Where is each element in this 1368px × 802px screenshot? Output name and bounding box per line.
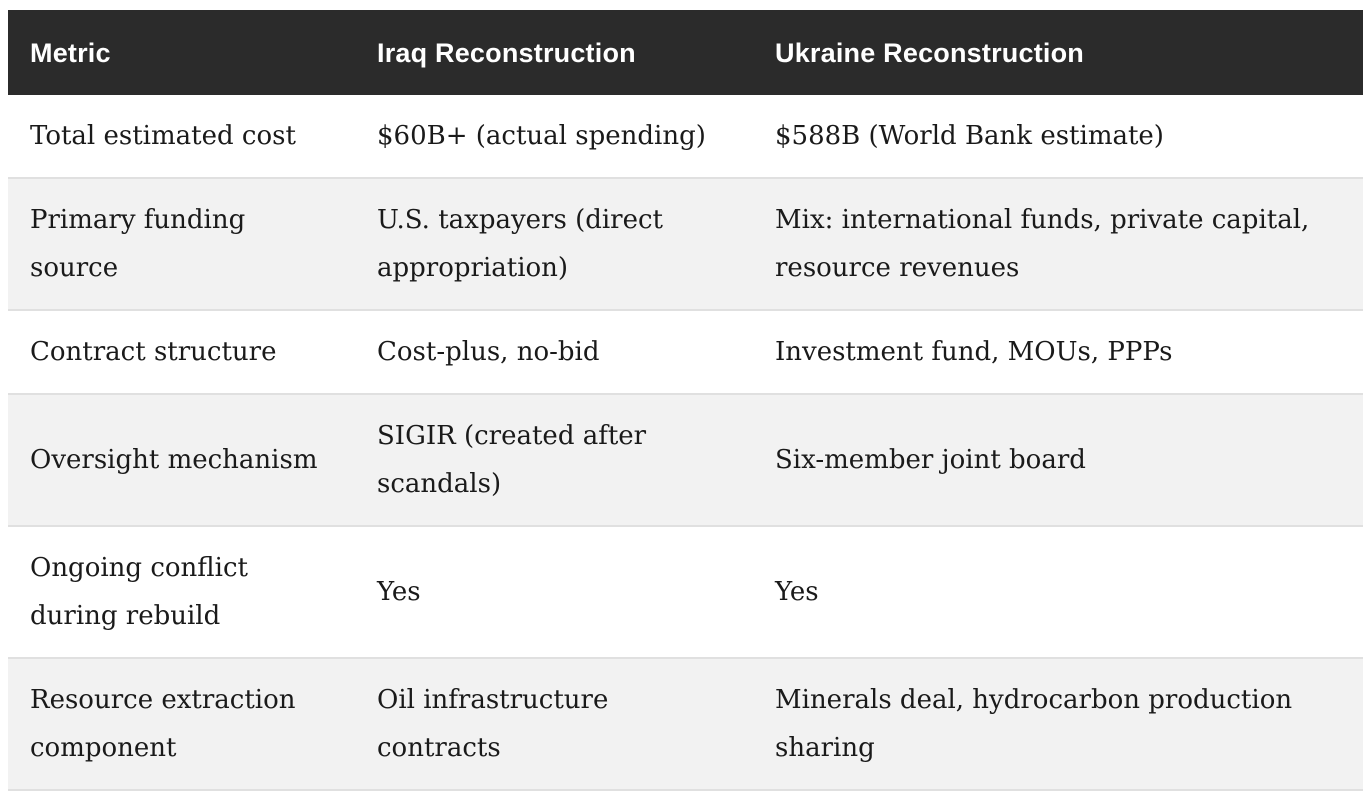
ukraine-cell: Minerals deal, hydrocarbon production sh… (753, 657, 1363, 791)
metric-cell: Contract structure (8, 309, 355, 394)
header-row: Metric Iraq Reconstruction Ukraine Reconst… (8, 10, 1363, 95)
iraq-cell: Oil infrastructure contracts (355, 657, 753, 791)
table-body: Total estimated cost $60B+ (actual spendi… (8, 95, 1363, 791)
iraq-cell: $60B+ (actual spending) (355, 95, 753, 178)
iraq-cell: U.S. taxpayers (direct appropriation) (355, 177, 753, 310)
table-row: Total estimated cost $60B+ (actual spendi… (8, 95, 1363, 178)
iraq-cell: Cost-plus, no-bid (355, 309, 753, 394)
table-header: Metric Iraq Reconstruction Ukraine Reconst… (8, 10, 1363, 95)
table-row: Contract structure Cost-plus, no-bid Inves… (8, 309, 1363, 394)
iraq-cell: SIGIR (created after scandals) (355, 393, 753, 526)
ukraine-cell: Mix: international funds, private capita… (753, 177, 1363, 310)
comparison-table: Metric Iraq Reconstruction Ukraine Reconst… (8, 10, 1363, 791)
ukraine-cell: Six-member joint board (753, 393, 1363, 526)
ukraine-cell: Yes (753, 525, 1363, 658)
table-row: Resource extraction component Oil infrast… (8, 657, 1363, 791)
metric-cell: Total estimated cost (8, 95, 355, 178)
iraq-cell: Yes (355, 525, 753, 658)
table-row: Oversight mechanism SIGIR (created after … (8, 393, 1363, 526)
metric-cell: Primary funding source (8, 177, 355, 310)
metric-cell: Oversight mechanism (8, 393, 355, 526)
comparison-table-container: Metric Iraq Reconstruction Ukraine Reconst… (8, 10, 1363, 791)
column-header-ukraine: Ukraine Reconstruction (753, 10, 1363, 95)
table-row: Primary funding source U.S. taxpayers (di… (8, 177, 1363, 310)
column-header-iraq: Iraq Reconstruction (355, 10, 753, 95)
column-header-metric: Metric (8, 10, 355, 95)
metric-cell: Resource extraction component (8, 657, 355, 791)
table-row: Ongoing conflict during rebuild Yes Yes (8, 525, 1363, 658)
metric-cell: Ongoing conflict during rebuild (8, 525, 355, 658)
ukraine-cell: Investment fund, MOUs, PPPs (753, 309, 1363, 394)
ukraine-cell: $588B (World Bank estimate) (753, 95, 1363, 178)
